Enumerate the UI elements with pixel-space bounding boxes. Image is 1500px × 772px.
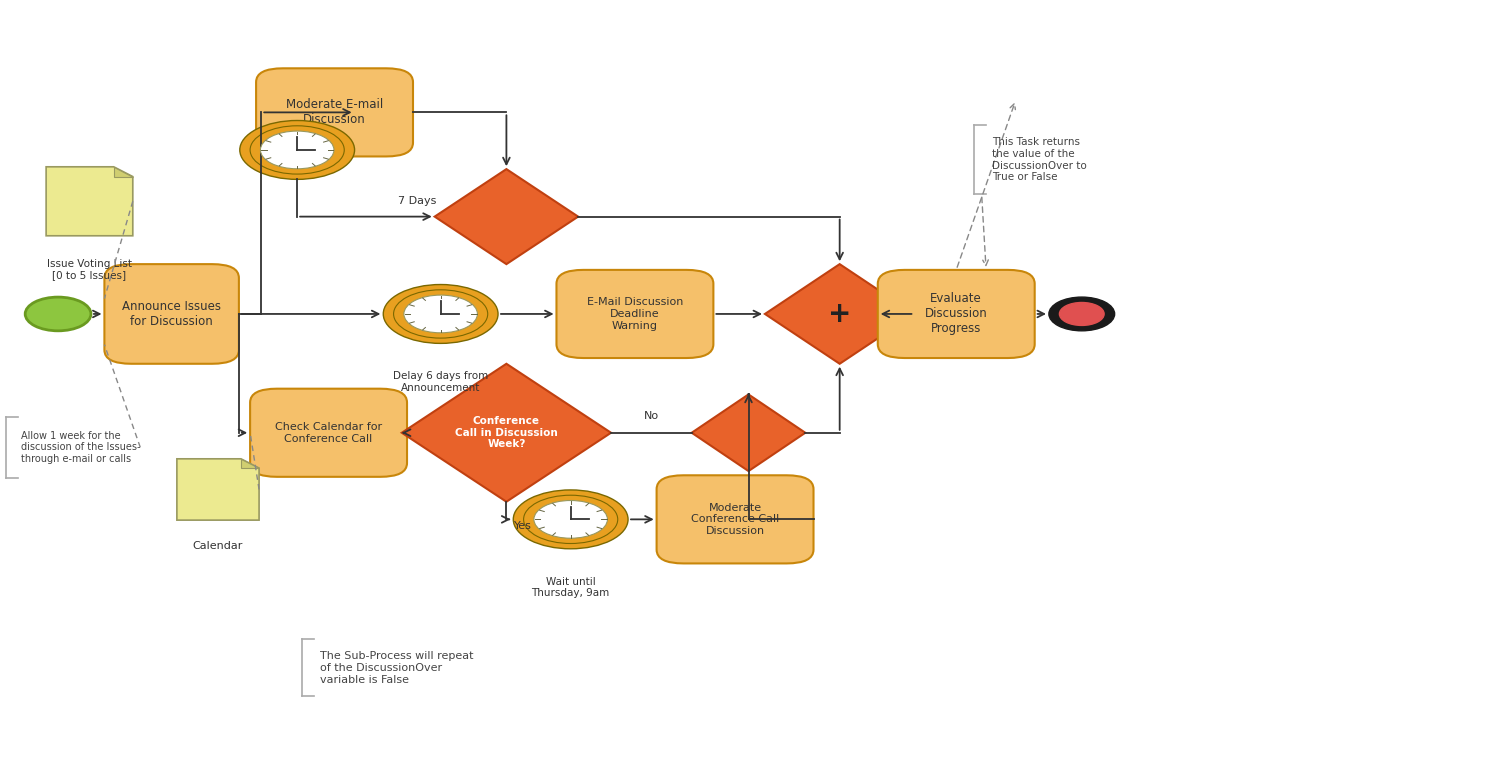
Text: Conference
Call in Discussion
Week?: Conference Call in Discussion Week? bbox=[454, 416, 558, 449]
Polygon shape bbox=[46, 167, 134, 235]
Text: Check Calendar for
Conference Call: Check Calendar for Conference Call bbox=[274, 422, 382, 444]
Text: Moderate
Conference Call
Discussion: Moderate Conference Call Discussion bbox=[692, 503, 778, 536]
Circle shape bbox=[251, 126, 345, 174]
Text: +: + bbox=[828, 300, 852, 328]
Text: This Task returns
the value of the
DiscussionOver to
True or False: This Task returns the value of the Discu… bbox=[992, 137, 1088, 182]
Circle shape bbox=[261, 131, 334, 169]
Polygon shape bbox=[177, 459, 260, 520]
Text: The Sub-Process will repeat
of the DiscussionOver
variable is False: The Sub-Process will repeat of the Discu… bbox=[320, 652, 472, 685]
Circle shape bbox=[384, 285, 498, 344]
Polygon shape bbox=[242, 459, 260, 468]
FancyBboxPatch shape bbox=[878, 270, 1035, 358]
Text: Delay 6 days from
Announcement: Delay 6 days from Announcement bbox=[393, 371, 489, 393]
FancyBboxPatch shape bbox=[251, 388, 406, 477]
Text: Announce Issues
for Discussion: Announce Issues for Discussion bbox=[122, 300, 220, 328]
Polygon shape bbox=[435, 169, 578, 264]
Polygon shape bbox=[765, 264, 915, 364]
Text: Allow 1 week for the
discussion of the Issues-
through e-mail or calls: Allow 1 week for the discussion of the I… bbox=[21, 431, 140, 464]
Circle shape bbox=[26, 297, 92, 331]
Circle shape bbox=[393, 290, 488, 338]
Circle shape bbox=[1048, 297, 1114, 331]
FancyBboxPatch shape bbox=[556, 270, 714, 358]
Polygon shape bbox=[692, 394, 806, 471]
Text: E-Mail Discussion
Deadline
Warning: E-Mail Discussion Deadline Warning bbox=[586, 297, 682, 330]
Text: Yes: Yes bbox=[514, 521, 532, 531]
Text: Moderate E-mail
Discussion: Moderate E-mail Discussion bbox=[286, 98, 382, 127]
FancyBboxPatch shape bbox=[657, 476, 813, 564]
Text: Evaluate
Discussion
Progress: Evaluate Discussion Progress bbox=[926, 293, 987, 336]
Circle shape bbox=[513, 490, 628, 549]
Text: 7 Days: 7 Days bbox=[398, 196, 436, 206]
Text: No: No bbox=[644, 411, 658, 422]
Circle shape bbox=[240, 120, 354, 179]
FancyBboxPatch shape bbox=[256, 68, 412, 157]
Circle shape bbox=[1059, 303, 1104, 326]
Circle shape bbox=[404, 295, 477, 333]
Polygon shape bbox=[114, 167, 134, 177]
Text: Calendar: Calendar bbox=[194, 541, 243, 550]
Circle shape bbox=[524, 495, 618, 543]
Polygon shape bbox=[402, 364, 610, 502]
Text: Issue Voting List
[0 to 5 Issues]: Issue Voting List [0 to 5 Issues] bbox=[46, 259, 132, 280]
FancyBboxPatch shape bbox=[105, 264, 238, 364]
Text: Wait until
Thursday, 9am: Wait until Thursday, 9am bbox=[531, 577, 610, 598]
Circle shape bbox=[534, 500, 608, 538]
